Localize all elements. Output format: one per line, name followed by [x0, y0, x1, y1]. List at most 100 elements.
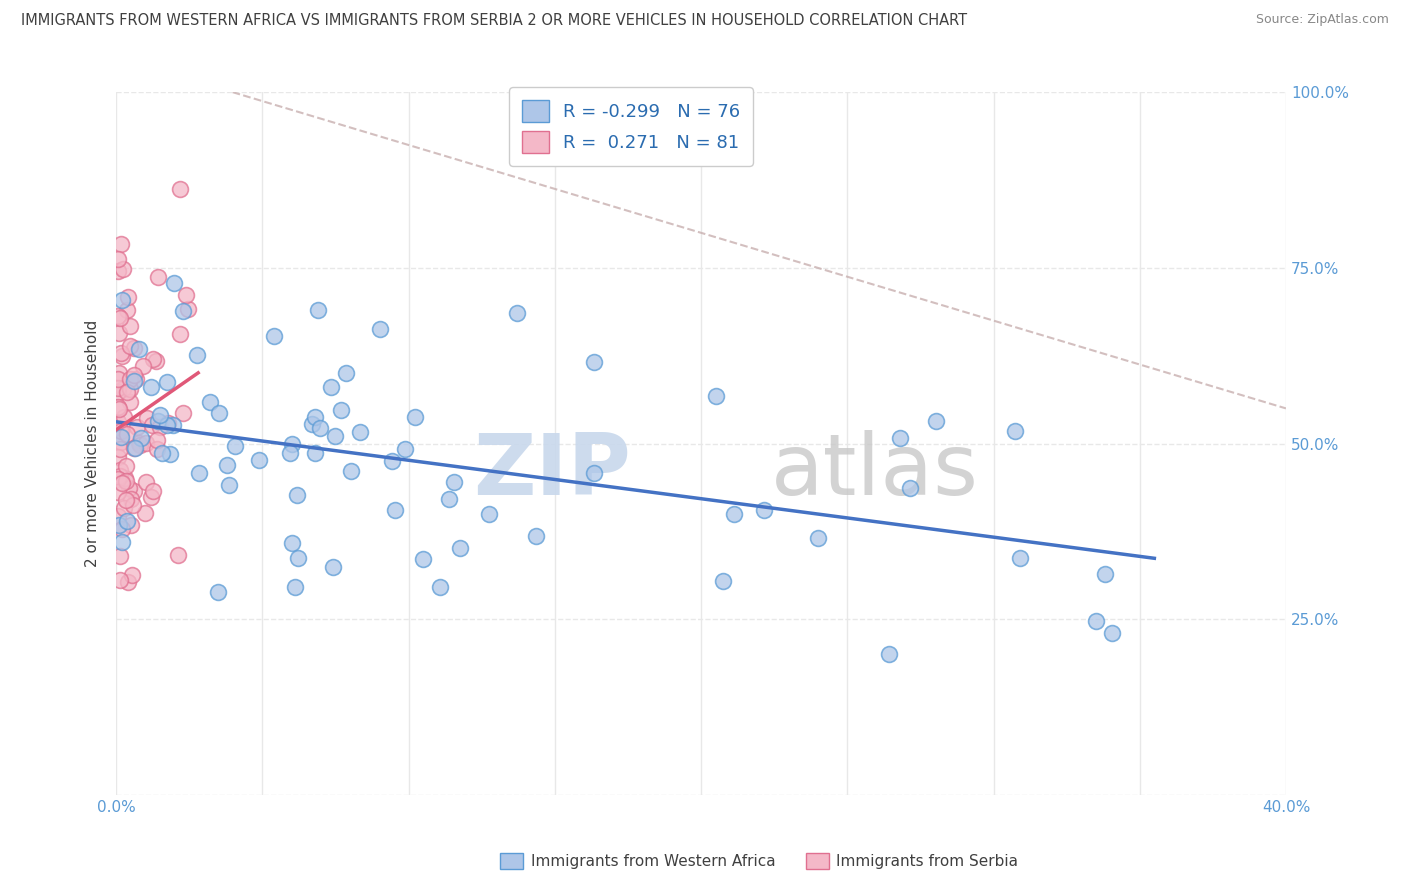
Point	[412, 552, 434, 566]
Point	[107, 508, 129, 523]
Point	[112, 382, 135, 396]
Point	[145, 354, 167, 368]
Point	[162, 418, 184, 433]
Point	[107, 415, 129, 429]
Point	[122, 368, 145, 383]
Point	[150, 446, 173, 460]
Point	[1010, 551, 1032, 566]
Point	[278, 446, 301, 460]
Point	[186, 348, 208, 362]
Y-axis label: 2 or more Vehicles in Household: 2 or more Vehicles in Household	[86, 320, 100, 567]
Point	[200, 394, 222, 409]
Point	[224, 439, 246, 453]
Point	[384, 503, 406, 517]
Point	[208, 406, 231, 420]
Point	[1094, 567, 1116, 582]
Point	[176, 288, 198, 302]
Point	[309, 421, 332, 435]
Point	[429, 580, 451, 594]
Point	[112, 261, 135, 276]
Point	[304, 410, 326, 425]
Point	[117, 575, 139, 590]
Point	[307, 303, 329, 318]
Point	[110, 476, 132, 491]
Point	[111, 534, 134, 549]
Point	[108, 423, 131, 437]
Point	[120, 492, 142, 507]
Point	[115, 514, 138, 528]
Point	[107, 264, 129, 278]
Point	[110, 435, 132, 450]
Point	[107, 485, 129, 500]
Point	[112, 500, 135, 515]
Point	[368, 321, 391, 335]
Point	[149, 420, 172, 434]
Point	[111, 293, 134, 307]
Point	[122, 484, 145, 499]
Point	[122, 441, 145, 455]
Point	[118, 372, 141, 386]
Point	[156, 376, 179, 390]
Point	[107, 252, 129, 267]
Point	[879, 647, 901, 661]
Point	[159, 446, 181, 460]
Point	[118, 382, 141, 396]
Point	[108, 311, 131, 326]
Point	[112, 410, 135, 425]
Point	[335, 366, 357, 380]
Point	[166, 548, 188, 562]
Point	[723, 508, 745, 522]
Point	[135, 475, 157, 490]
Point	[110, 430, 132, 444]
Point	[110, 236, 132, 251]
Point	[148, 414, 170, 428]
Legend: Immigrants from Western Africa, Immigrants from Serbia: Immigrants from Western Africa, Immigran…	[494, 847, 1025, 875]
Point	[280, 437, 302, 451]
Point	[141, 418, 163, 433]
Point	[120, 517, 142, 532]
Point	[148, 270, 170, 285]
Point	[247, 452, 270, 467]
Point	[142, 351, 165, 366]
Point	[129, 437, 152, 451]
Point	[121, 499, 143, 513]
Point	[218, 478, 240, 492]
Point	[330, 403, 353, 417]
Point	[115, 385, 138, 400]
Text: ZIP: ZIP	[474, 430, 631, 513]
Point	[108, 468, 131, 483]
Point	[115, 426, 138, 441]
Point	[118, 395, 141, 409]
Point	[889, 431, 911, 445]
Point	[122, 374, 145, 388]
Point	[125, 372, 148, 386]
Point	[443, 475, 465, 490]
Point	[172, 303, 194, 318]
Point	[110, 424, 132, 438]
Legend: R = -0.299   N = 76, R =  0.271   N = 81: R = -0.299 N = 76, R = 0.271 N = 81	[509, 87, 752, 166]
Point	[120, 339, 142, 353]
Point	[1004, 425, 1026, 439]
Point	[263, 329, 285, 343]
Point	[163, 276, 186, 290]
Point	[349, 425, 371, 440]
Point	[114, 458, 136, 473]
Point	[524, 529, 547, 543]
Point	[128, 343, 150, 357]
Point	[141, 380, 163, 394]
Point	[110, 346, 132, 360]
Point	[108, 518, 131, 533]
Point	[285, 488, 308, 502]
Point	[108, 463, 131, 477]
Point	[1101, 626, 1123, 640]
Point	[134, 506, 156, 520]
Point	[215, 458, 238, 473]
Point	[322, 559, 344, 574]
Point	[172, 406, 194, 420]
Point	[449, 541, 471, 555]
Point	[118, 482, 141, 496]
Point	[115, 475, 138, 489]
Point	[107, 372, 129, 386]
Point	[157, 417, 180, 431]
Point	[437, 491, 460, 506]
